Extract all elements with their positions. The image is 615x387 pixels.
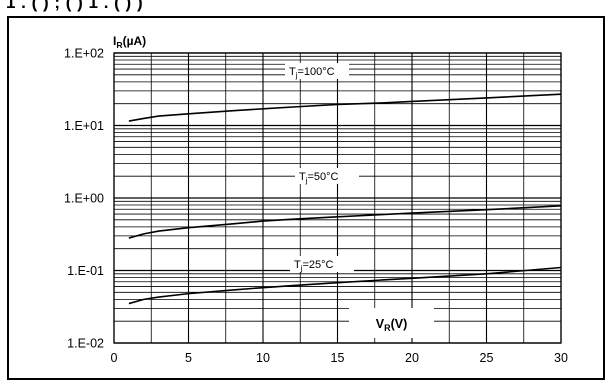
series-label: Tj=25°C: [294, 259, 334, 273]
y-axis-title: IR(µA): [113, 34, 146, 50]
series-label-main: T: [289, 66, 296, 78]
x-tick-label: 5: [185, 351, 192, 365]
x-tick-label: 30: [554, 351, 568, 365]
y-tick-label: 1.E-02: [67, 337, 104, 351]
series-curve: [128, 93, 562, 122]
series-label: Tj=100°C: [289, 66, 335, 80]
x-tick-label: 25: [480, 351, 494, 365]
series-label-suffix: =100°C: [298, 66, 335, 78]
series-label-main: T: [294, 259, 301, 271]
tick-labels: 1.E-02 1.E-01 1.E+00 1.E+01 1.E+02 0 5 10 15 20 25…: [64, 47, 568, 366]
cropped-heading: 1 . ( ) ; ( ) 1 . ( ) ): [0, 0, 615, 14]
y-tick-label: 1.E-01: [67, 264, 104, 278]
annotations-layer: IR(µA)VR(V)Tj=100°CTj=50°CTj=25°C: [113, 34, 434, 338]
series-label-suffix: =50°C: [308, 171, 339, 183]
plot-border: [113, 52, 562, 344]
chart-frame: IR(µA) VR(V) Tj=100°C Tj=50°C Tj=25°C 1.E-02…: [7, 16, 605, 380]
series-layer: [128, 93, 562, 305]
cropped-heading-text: 1 . ( ) ; ( ) 1 . ( ) ): [6, 0, 144, 12]
y-axis-title-subscript: R: [116, 40, 123, 50]
series-curve: [128, 266, 562, 305]
series-curve: [128, 205, 562, 239]
series-label-main: T: [299, 171, 306, 183]
x-axis-title: VR(V): [376, 317, 408, 333]
series-label-suffix: =25°C: [303, 259, 334, 271]
x-axis-title-suffix: (V): [391, 317, 408, 331]
x-tick-label: 10: [256, 351, 270, 365]
x-tick-label: 0: [111, 351, 118, 365]
x-axis-title-main: V: [376, 317, 385, 331]
y-axis-title-suffix: (µA): [123, 34, 147, 48]
series-label-box: [295, 168, 359, 184]
series-label-subscript: j: [295, 71, 298, 80]
series-label-box: [285, 63, 349, 79]
y-tick-label: 1.E+02: [64, 47, 104, 61]
x-tick-label: 20: [405, 351, 419, 365]
y-axis-title-main: I: [113, 34, 116, 48]
x-axis-title-box: [349, 308, 434, 338]
x-tick-label: 15: [331, 351, 345, 365]
chart: IR(µA)VR(V)Tj=100°CTj=50°CTj=25°C 1.E-02…: [64, 34, 568, 366]
y-tick-label: 1.E+00: [64, 192, 104, 206]
series-label: Tj=50°C: [299, 171, 339, 185]
series-label-subscript: j: [300, 264, 303, 273]
x-axis-title-subscript: R: [384, 323, 391, 333]
series-label-subscript: j: [305, 176, 308, 185]
series-label-box: [290, 256, 354, 272]
y-tick-label: 1.E+01: [64, 119, 104, 133]
